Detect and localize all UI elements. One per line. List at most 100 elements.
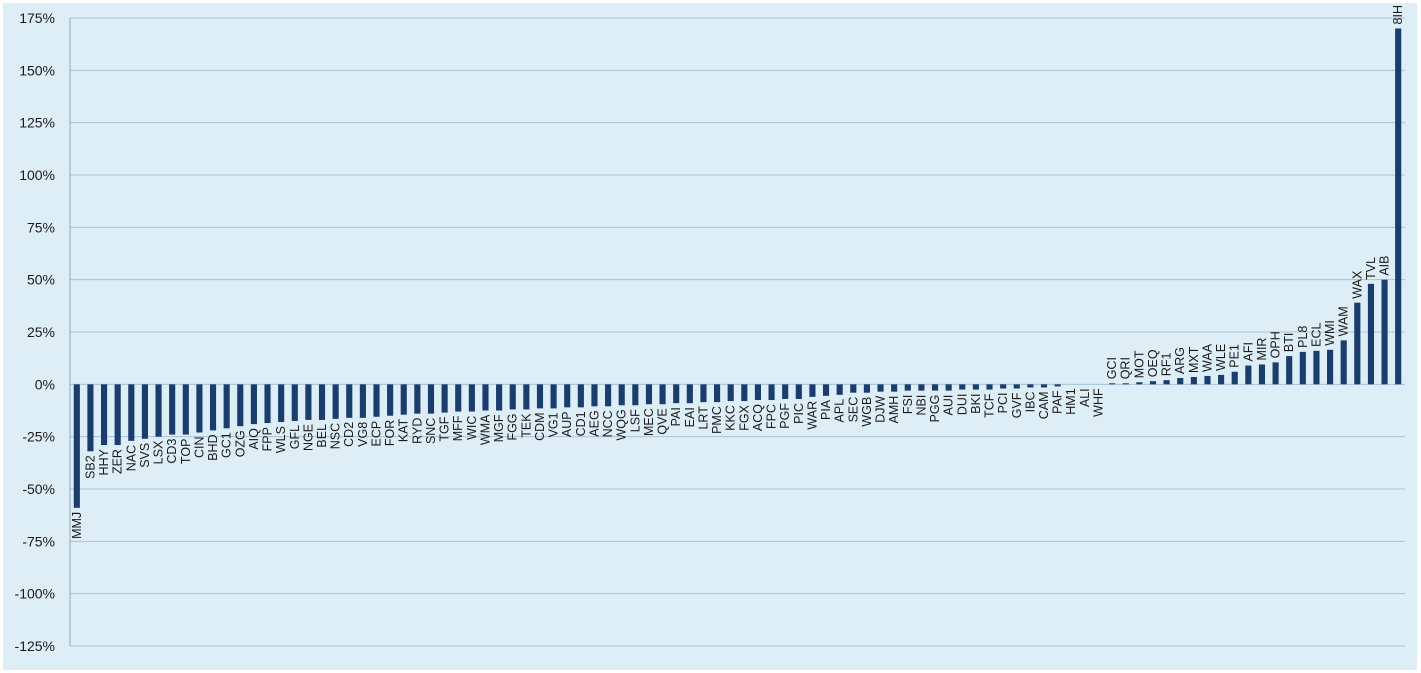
category-label: AUI [942,395,956,416]
category-label: CDM [533,412,547,440]
category-label: EAI [683,407,697,427]
bar-tgf [441,384,448,413]
bar-pci [1000,384,1007,389]
bars [73,28,1402,508]
bar-vg8 [359,384,366,418]
bar-wmi [1327,349,1334,385]
category-label: AEG [587,410,601,436]
bar-bki [972,384,979,390]
bar-pl8 [1299,351,1306,385]
category-label: VG8 [356,422,370,447]
category-label: HHY [97,448,111,475]
category-label: PAI [669,407,683,426]
bar-amh [891,384,898,392]
category-label: PIC [792,403,806,424]
bar-svs [141,384,148,439]
bar-pia [822,384,830,396]
bar-hhy [100,384,108,446]
y-tick-label: 125% [19,115,55,131]
bar-aeg [591,384,598,407]
bar-acq [754,384,761,401]
y-tick-label: 175% [19,10,55,26]
bar-zer [114,384,121,446]
bar-tek [523,384,530,410]
bar-fgx [741,384,748,402]
bar-sb2 [87,384,94,452]
bar-vg1 [550,384,557,409]
category-label: NGE [301,424,315,451]
category-label: WQG [615,409,629,440]
bar-kat [400,384,407,415]
bar-nac [128,384,135,441]
category-label: ACQ [751,404,765,431]
category-label: PCI [996,393,1010,414]
bar-fpp [264,384,271,424]
category-label: AIQ [247,428,261,450]
category-label: ECP [370,421,384,447]
category-label: OPH [1269,331,1283,358]
bar-aup [564,384,571,408]
bar-mec [645,384,653,405]
bar-nge [305,384,312,420]
category-label: WIC [465,416,479,440]
category-label: WMI [1323,320,1337,346]
category-label: GFL [288,425,302,449]
category-label: IBC [1023,391,1037,412]
bar-djw [877,384,884,392]
bar-arg [1177,378,1184,385]
category-label: NSC [329,423,343,449]
bar-eai [686,384,693,404]
category-label: HM1 [1064,388,1078,414]
category-label: GCI [1105,357,1119,379]
bar-qve [659,384,666,405]
bar-bhd [209,384,217,431]
bar-kkc [727,384,734,402]
bar-cd3 [169,384,176,435]
category-label: GVF [1010,392,1024,418]
category-label: CD3 [165,439,179,464]
y-tick-label: 100% [19,167,55,183]
category-label: MGF [492,414,506,442]
bar-wqg [618,384,625,406]
category-label: LSX [152,440,166,464]
bar-pic [795,384,802,399]
y-tick-label: 0% [35,376,55,392]
category-label: ALI [1078,388,1092,407]
category-label: APL [833,399,847,423]
category-label: WAA [1200,343,1214,372]
category-label: BKI [969,394,983,414]
category-label: MEC [642,408,656,436]
bar-chart: 175% 150% 125% 100% 75% 50% 25% 0% -25% -50% -75% -… [15,5,1406,654]
category-label: NBI [914,395,928,416]
category-label: DJW [874,395,888,422]
bar-pe1 [1231,371,1238,385]
category-label: AFI [1241,342,1255,361]
category-label: FGG [506,413,520,440]
category-label: LSF [628,409,642,432]
bar-dui [959,384,966,390]
category-label: DUI [955,394,969,416]
bar-afi [1245,365,1252,385]
bar-apl [836,384,843,395]
category-label: CIN [192,436,206,458]
category-label: RF1 [1160,352,1174,376]
category-label: WGB [860,397,874,427]
category-label: PIA [819,399,833,420]
bar-cdm [536,384,544,409]
bar-gc1 [223,384,230,429]
category-label: FPC [765,404,779,429]
bar-8ih [1395,28,1402,385]
category-label: OEQ [1146,349,1160,377]
category-label: SB2 [83,455,97,479]
gridlines [70,17,1405,647]
y-tick-label: 50% [27,272,55,288]
bar-cin [196,384,203,433]
category-label: SEC [846,397,860,423]
bar-wls [278,384,285,423]
category-label: ZER [111,449,125,474]
category-label: PL8 [1296,326,1310,348]
bar-ibc [1027,384,1034,388]
category-label: CD1 [574,411,588,436]
category-label: WMA [478,414,492,445]
category-label: FOR [383,420,397,446]
